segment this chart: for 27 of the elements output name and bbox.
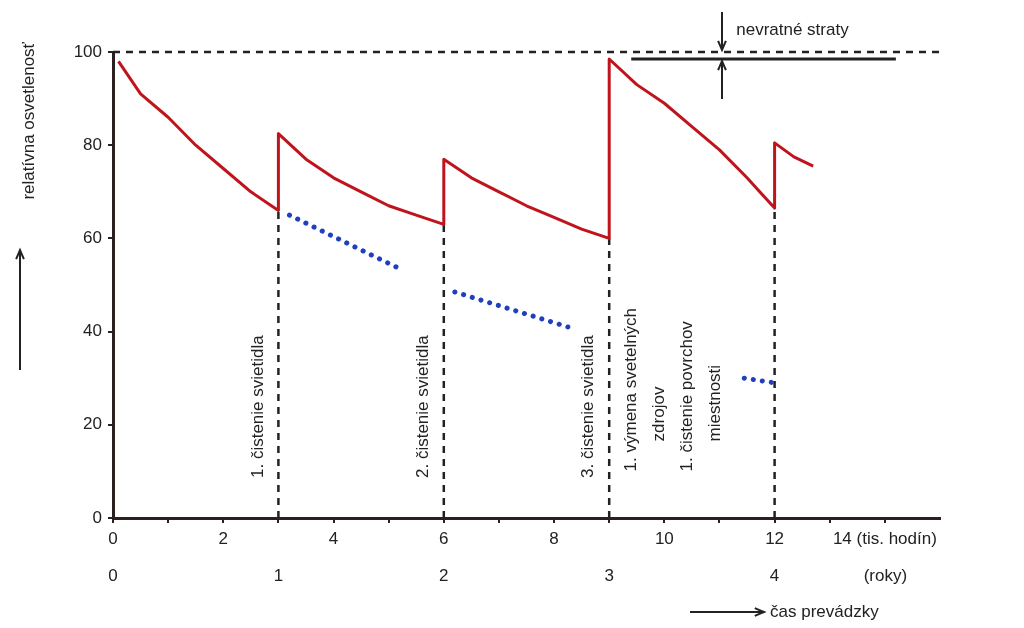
annotation: nevratné straty — [736, 19, 850, 39]
ref-line-label: 3. čistenie svietidla — [578, 334, 598, 478]
x-tick-label: 10 — [654, 528, 674, 548]
x2-tick-label: 1 — [273, 565, 284, 585]
x2-tick-label: 4 — [769, 565, 780, 585]
x2-tick-label: 2 — [439, 565, 449, 585]
x2-tick-label: 0 — [108, 565, 118, 585]
annotation: 1. výmena svetelných zdrojov 1. čistenie povrchov miestnosti — [621, 307, 725, 472]
x-tick-label: 12 — [765, 528, 785, 548]
x-tick-label: 14 (tis. hodín) — [832, 528, 937, 548]
x2-tick-label: 3 — [604, 565, 614, 585]
y-tick-label: 0 — [92, 507, 102, 527]
ref-line-label: 2. čistenie svietidla — [412, 334, 432, 478]
y-tick-label: 40 — [83, 321, 102, 341]
x-tick-label: 4 — [328, 528, 339, 548]
x-tick-label: 6 — [439, 528, 449, 548]
x-axis-title: čas prevádzky — [770, 601, 880, 621]
y-tick-label: 80 — [83, 134, 102, 154]
y-tick-label: 60 — [83, 228, 102, 248]
y-tick-label: 100 — [73, 41, 102, 61]
ref-line-label: 1. čistenie svietidla — [247, 334, 267, 478]
y-axis-title: relatívna osvetlenosť — [19, 41, 39, 200]
x2-tick-label: (roky) — [863, 565, 908, 585]
x-tick-label: 2 — [218, 528, 228, 548]
y-tick-label: 20 — [83, 414, 102, 434]
x-tick-label: 8 — [549, 528, 559, 548]
x-tick-label: 0 — [108, 528, 118, 548]
